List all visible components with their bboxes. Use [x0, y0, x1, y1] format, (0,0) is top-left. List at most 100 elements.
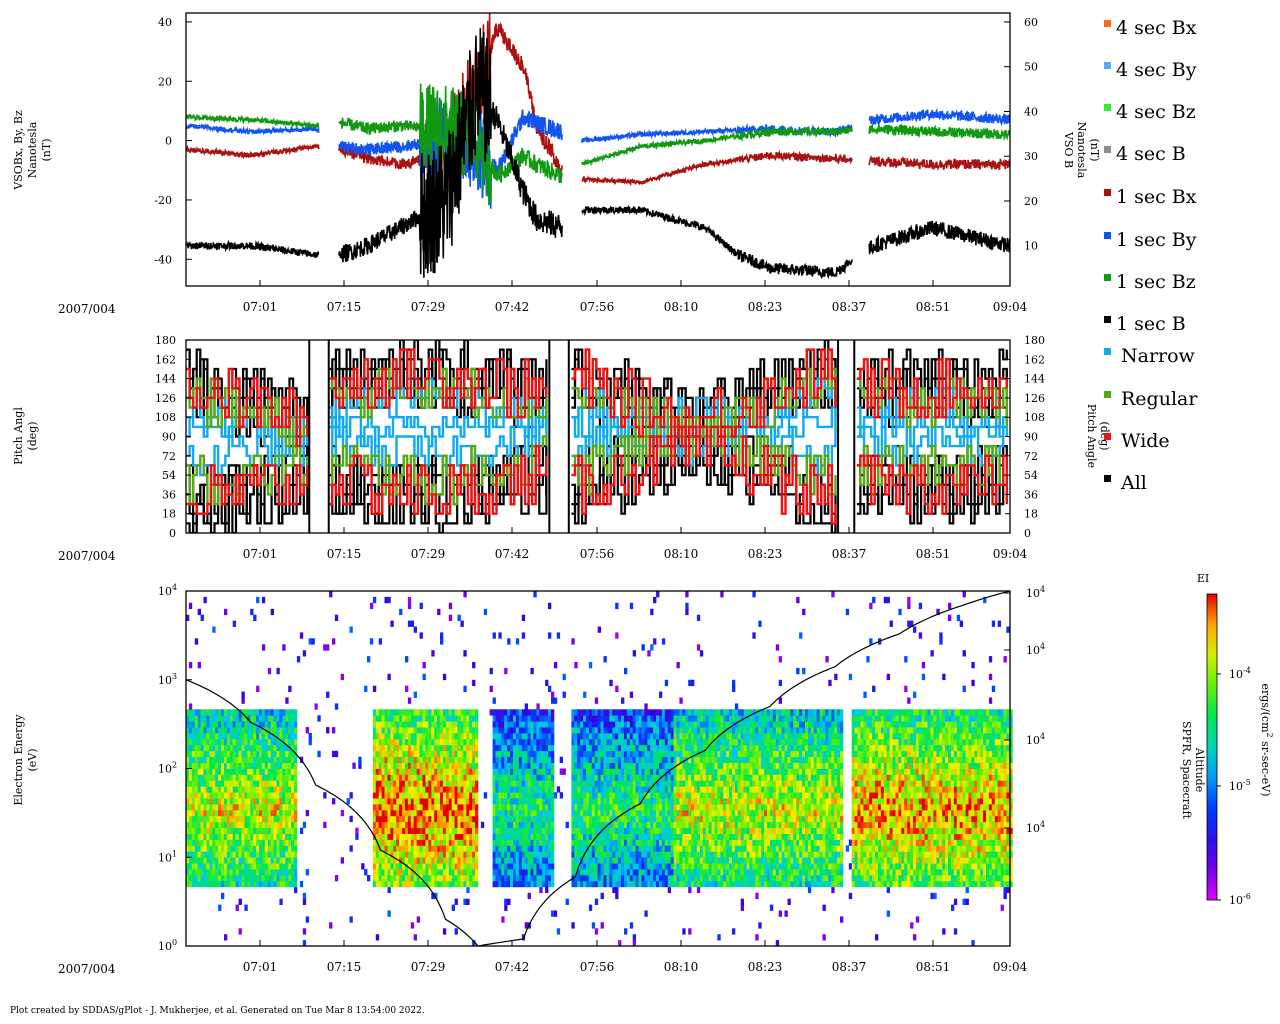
spec-cell — [209, 839, 213, 846]
spec-cell — [661, 780, 666, 787]
spec-cell — [407, 845, 412, 852]
spec-cell — [419, 798, 423, 805]
spec-cell — [521, 804, 526, 811]
spec-cell — [644, 804, 648, 811]
pa-left-tick-label: 72 — [162, 450, 176, 463]
spec-cell — [186, 762, 190, 769]
spec-cell — [504, 786, 508, 793]
spec-cell — [679, 869, 683, 876]
spec-cell — [498, 863, 502, 870]
spec-cell — [691, 827, 695, 834]
spec-cell — [650, 875, 654, 882]
spec-cell — [273, 857, 277, 864]
spec-cell — [399, 804, 403, 811]
spec-cell — [472, 792, 476, 799]
mag-x-tick-label: 07:56 — [580, 300, 615, 314]
spec-cell — [451, 904, 455, 911]
spec-cell — [396, 762, 400, 769]
spec-cell — [734, 827, 739, 834]
spec-cell — [229, 798, 234, 805]
spec-cell — [551, 727, 555, 734]
spec-cell — [253, 827, 257, 834]
spec-cell — [615, 851, 619, 858]
spec-cell — [483, 792, 488, 799]
spec-cell — [197, 809, 201, 817]
spec-cell — [521, 833, 526, 840]
spec-cell — [437, 869, 441, 876]
spec-cell — [463, 685, 467, 692]
spec-cell — [664, 744, 669, 752]
spec-cell — [221, 827, 225, 834]
spec-cell — [673, 727, 677, 734]
spec-cell — [186, 798, 190, 805]
spec-cell — [492, 869, 496, 876]
spec-cell — [218, 750, 222, 758]
spec-cell — [431, 875, 435, 882]
spec-cell — [685, 786, 689, 793]
spec-cell — [682, 851, 686, 858]
spec-cell — [259, 727, 263, 734]
spec-cell — [498, 733, 502, 740]
spec-cell — [699, 744, 704, 752]
spec-cell — [340, 857, 344, 864]
spec-cell — [469, 845, 473, 852]
spec-cell — [381, 762, 385, 769]
spec-cell — [244, 715, 248, 722]
spec-cell — [591, 880, 596, 888]
spec-cell — [384, 798, 388, 805]
spec-cell — [209, 827, 213, 834]
spec-cell — [405, 768, 409, 775]
spec-cell — [472, 715, 476, 722]
spec-cell — [586, 827, 590, 834]
spec-cell — [256, 833, 260, 840]
spec-cell — [390, 768, 394, 775]
spec-cell — [729, 851, 733, 858]
spec-cell — [402, 715, 406, 722]
spec-cell — [545, 798, 549, 805]
spec-cell — [445, 750, 450, 758]
spec-cell — [407, 733, 412, 740]
spec-cell — [253, 845, 257, 852]
spec-cell — [498, 727, 502, 734]
spec-cell — [253, 762, 257, 769]
spec-cell — [615, 869, 619, 876]
spec-cell — [708, 851, 712, 858]
spec-cell — [577, 798, 581, 805]
spec-cell — [437, 875, 441, 882]
spec-cell — [372, 738, 377, 746]
spec-cell — [629, 875, 634, 882]
spec-cell — [521, 851, 526, 858]
spec-cell — [661, 815, 666, 823]
spec-cell — [463, 762, 467, 769]
spec-cell — [475, 727, 479, 734]
spec-cell — [504, 792, 508, 799]
spec-cell — [498, 709, 502, 716]
spec-cell — [717, 875, 721, 882]
spec-cell — [448, 863, 453, 870]
spec-cell — [670, 845, 674, 852]
spec-cell — [734, 733, 739, 740]
spec-cell — [702, 804, 707, 811]
spec-cell — [583, 727, 587, 734]
spec-cell — [548, 685, 552, 692]
spec-cell — [448, 780, 453, 787]
spec-cell — [194, 839, 199, 846]
spec-cell — [615, 756, 619, 763]
spec-cell — [413, 798, 417, 805]
spec-cell — [524, 744, 528, 752]
spec-cell — [635, 880, 639, 888]
spec-cell — [600, 733, 604, 740]
spec-cell — [261, 880, 266, 888]
spec-cell — [355, 833, 359, 840]
spec-cell — [261, 851, 266, 858]
spec-cell — [466, 721, 470, 728]
spec-cell — [194, 827, 199, 834]
spec-cell — [472, 709, 476, 716]
spec-cell — [656, 792, 660, 799]
spec-cell — [232, 869, 236, 876]
spec-cell — [448, 821, 453, 829]
spec-cell — [203, 880, 207, 888]
spec-cell — [422, 709, 426, 716]
spec-cell — [597, 626, 601, 633]
spec-cell — [737, 774, 742, 781]
